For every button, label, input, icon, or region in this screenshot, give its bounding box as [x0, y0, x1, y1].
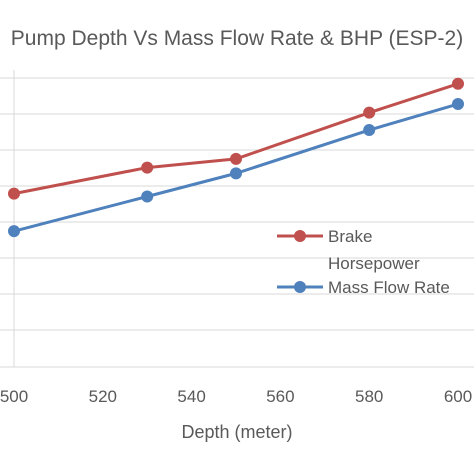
x-tick-label: 520 — [89, 387, 117, 406]
data-point — [230, 167, 242, 180]
legend-entry: Mass Flow Rate — [277, 278, 450, 297]
data-point — [8, 225, 20, 238]
chart-title: Pump Depth Vs Mass Flow Rate & BHP (ESP-… — [11, 27, 463, 50]
series-mass-flow-rate — [8, 98, 464, 238]
x-tick-labels: 500 520 540 560 580 600 — [0, 387, 472, 406]
legend-swatch-marker — [294, 230, 306, 242]
series-layer — [8, 77, 464, 238]
x-tick-label: 560 — [266, 387, 294, 406]
data-point — [141, 161, 154, 174]
x-tick-label: 600 — [444, 387, 472, 406]
legend-label: Horsepower — [328, 254, 420, 273]
x-axis-label: Depth (meter) — [181, 422, 292, 442]
data-point — [8, 187, 20, 200]
legend-entry: Brake Horsepower — [277, 227, 420, 273]
x-tick-label: 580 — [355, 387, 383, 406]
data-point — [363, 106, 376, 119]
gridlines — [0, 70, 474, 368]
x-tick-label: 540 — [177, 387, 205, 406]
data-point — [452, 98, 464, 111]
x-tick-label: 500 — [0, 387, 28, 406]
legend: Brake Horsepower Mass Flow Rate — [277, 227, 450, 297]
legend-label: Brake — [328, 227, 372, 246]
legend-swatch-marker — [294, 281, 306, 293]
data-point — [452, 77, 464, 90]
data-point — [141, 190, 154, 203]
series-brake-horsepower — [8, 77, 464, 200]
legend-label: Mass Flow Rate — [328, 278, 450, 297]
data-point — [230, 152, 242, 165]
data-point — [363, 124, 376, 137]
